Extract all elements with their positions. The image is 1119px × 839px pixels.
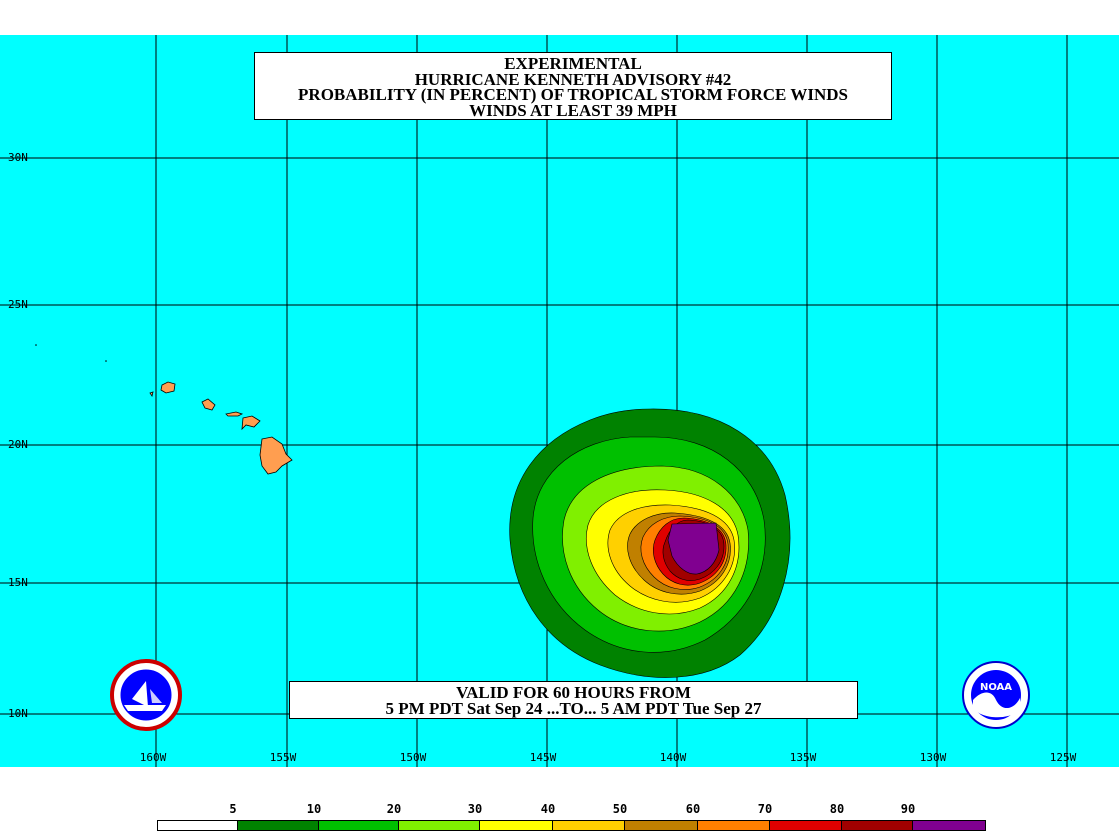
- title-line-3: PROBABILITY (IN PERCENT) OF TROPICAL STO…: [298, 85, 848, 104]
- legend-label-90: 90: [900, 802, 916, 816]
- legend-swatch-10: [912, 820, 986, 831]
- valid-line-2: 5 PM PDT Sat Sep 24 ...TO... 5 AM PDT Tu…: [385, 699, 762, 718]
- contour-90-plus: [667, 522, 720, 575]
- legend-label-10: 10: [306, 802, 322, 816]
- title-line-4: WINDS AT LEAST 39 MPH: [469, 100, 677, 120]
- lon-label-155w: 155W: [269, 751, 297, 764]
- legend-swatch-7: [697, 820, 770, 831]
- valid-period-box: VALID FOR 60 HOURS FROM 5 PM PDT Sat Sep…: [289, 681, 858, 719]
- legend-label-60: 60: [685, 802, 701, 816]
- hawaiian-islands: [149, 381, 293, 475]
- legend-label-40: 40: [540, 802, 556, 816]
- valid-line-1: VALID FOR 60 HOURS FROM: [456, 683, 691, 702]
- legend-label-30: 30: [467, 802, 483, 816]
- lat-label-30n: 30N: [8, 151, 28, 164]
- legend-swatch-4: [479, 820, 553, 831]
- lat-label-25n: 25N: [8, 298, 28, 311]
- legend-label-20: 20: [386, 802, 402, 816]
- legend-color-bar: [157, 820, 986, 831]
- legend-label-50: 50: [612, 802, 628, 816]
- lat-label-15n: 15N: [8, 576, 28, 589]
- legend-swatch-6: [624, 820, 698, 831]
- lon-label-130w: 130W: [919, 751, 947, 764]
- noaa-logo-icon: NOAA: [962, 661, 1030, 729]
- necker-dot: [105, 360, 107, 362]
- legend-swatch-0: [157, 820, 238, 831]
- legend-swatch-2: [318, 820, 399, 831]
- legend-label-70: 70: [757, 802, 773, 816]
- lat-label-10n: 10N: [8, 707, 28, 720]
- lon-label-135w: 135W: [789, 751, 817, 764]
- molokai: [225, 411, 244, 417]
- title-line-2: HURRICANE KENNETH ADVISORY #42: [414, 69, 732, 89]
- lon-label-150w: 150W: [399, 751, 427, 764]
- lat-label-20n: 20N: [8, 438, 28, 451]
- title-box: EXPERIMENTAL HURRICANE KENNETH ADVISORY …: [254, 52, 892, 120]
- lon-label-145w: 145W: [529, 751, 557, 764]
- legend-swatch-5: [552, 820, 625, 831]
- svg-text:NOAA: NOAA: [980, 682, 1012, 693]
- legend-swatch-8: [769, 820, 842, 831]
- nws-logo-icon: [110, 659, 182, 731]
- nihoa-dot: [35, 344, 37, 346]
- probability-contours: [509, 408, 791, 678]
- oahu: [201, 398, 216, 411]
- maui: [241, 415, 261, 431]
- niihau: [149, 391, 154, 397]
- ocean-background: [0, 35, 1119, 767]
- legend-label-5: 5: [229, 802, 237, 816]
- lon-label-140w: 140W: [659, 751, 687, 764]
- legend-swatch-3: [398, 820, 480, 831]
- title-line-1: EXPERIMENTAL: [504, 54, 642, 73]
- lon-label-160w: 160W: [139, 751, 167, 764]
- hawaii-big-island: [259, 436, 293, 475]
- kauai: [160, 381, 176, 394]
- legend-swatch-9: [841, 820, 913, 831]
- lon-label-125w: 125W: [1049, 751, 1077, 764]
- legend-label-80: 80: [829, 802, 845, 816]
- legend-swatch-1: [237, 820, 319, 831]
